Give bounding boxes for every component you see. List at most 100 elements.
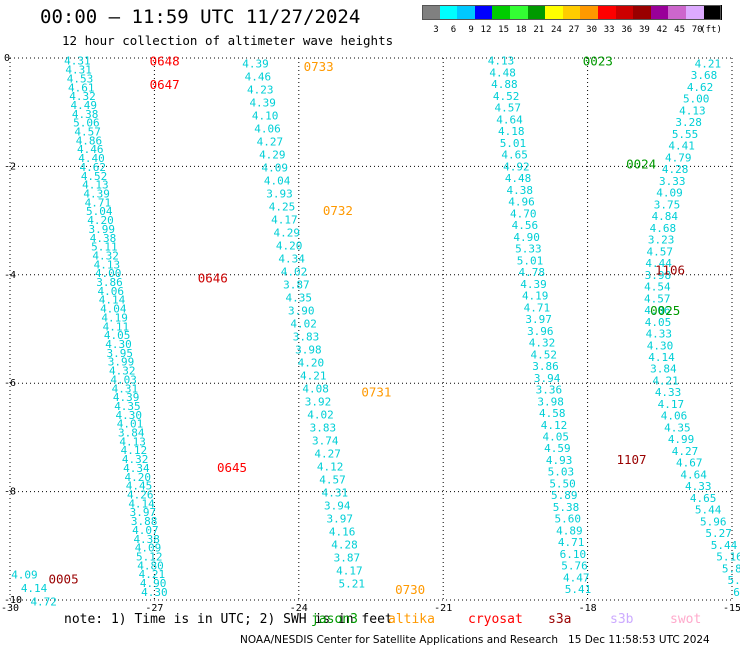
wave-height-value: 3.86 bbox=[96, 276, 123, 289]
lon-tick-label: -15 bbox=[723, 603, 740, 614]
wave-height-value: 4.20 bbox=[298, 357, 325, 370]
wave-height-value: 3.75 bbox=[654, 198, 681, 211]
colorbar-swatch bbox=[474, 5, 493, 20]
wave-height-value: 4.09 bbox=[261, 161, 288, 174]
colorbar-swatch bbox=[545, 5, 564, 20]
wave-height-value: 4.08 bbox=[302, 383, 329, 396]
wave-height-value: 4.20 bbox=[124, 471, 151, 484]
wave-height-value: 4.10 bbox=[252, 109, 279, 122]
wave-height-value: 4.38 bbox=[90, 232, 117, 245]
pass-label: 0024 bbox=[626, 157, 656, 172]
wave-height-value: 4.01 bbox=[117, 418, 144, 431]
wave-height-value: 4.34 bbox=[278, 253, 305, 266]
lat-tick-label: -2 bbox=[4, 161, 16, 172]
colorbar-label: 33 bbox=[603, 25, 615, 35]
colorbar-label: 15 bbox=[498, 25, 509, 35]
wave-height-value: 4.62 bbox=[687, 81, 714, 94]
wave-height-value: 4.14 bbox=[99, 294, 126, 307]
wave-height-value: 5.11 bbox=[91, 241, 118, 254]
wave-height-value: 4.31 bbox=[112, 382, 139, 395]
wave-height-value: 4.46 bbox=[77, 143, 104, 156]
colorbar-swatch bbox=[527, 5, 546, 20]
wave-height-value: 4.93 bbox=[546, 454, 573, 467]
wave-height-value: 4.70 bbox=[510, 207, 537, 220]
wave-height-value: 4.52 bbox=[493, 90, 520, 103]
pass-label: 0648 bbox=[150, 54, 180, 69]
wave-height-value: 5.03 bbox=[548, 466, 575, 479]
wave-height-value: 4.78 bbox=[519, 266, 546, 279]
track3: 4.134.484.884.524.574.644.185.014.654.92… bbox=[488, 55, 592, 596]
wave-height-value: 4.57 bbox=[495, 102, 522, 115]
wave-height-value: 4.06 bbox=[254, 122, 281, 135]
wave-height-value: 4.31 bbox=[322, 487, 349, 500]
wave-height-value: 4.31 bbox=[65, 64, 92, 77]
track5: 4.094.144.72 bbox=[11, 568, 57, 608]
wave-height-value: 4.29 bbox=[259, 148, 286, 161]
wave-height-value: 6.10 bbox=[560, 548, 587, 561]
colorbar-label: 30 bbox=[586, 25, 597, 35]
lat-tick-label: 0 bbox=[4, 53, 10, 64]
colorbar-swatch bbox=[650, 5, 669, 20]
wave-height-value: 4.48 bbox=[505, 172, 532, 185]
colorbar-label: 70 bbox=[691, 25, 703, 35]
colorbar-label: 36 bbox=[621, 25, 633, 35]
wave-height-value: 4.65 bbox=[690, 492, 717, 505]
wave-height-value: 4.44 bbox=[645, 257, 672, 270]
wave-height-value: 4.35 bbox=[664, 421, 691, 434]
pass-label: 1106 bbox=[655, 262, 685, 277]
colorbar-swatch bbox=[422, 5, 441, 20]
track2: 4.394.464.234.394.104.064.274.294.094.04… bbox=[242, 57, 365, 590]
wave-height-value: 4.05 bbox=[645, 316, 672, 329]
wave-height-value: 4.04 bbox=[100, 303, 127, 316]
wave-height-value: 4.34 bbox=[123, 462, 150, 475]
wave-height-value: 4.19 bbox=[522, 290, 549, 303]
lat-tick-label: -6 bbox=[4, 378, 16, 389]
wave-height-value: 3.99 bbox=[108, 356, 135, 369]
wave-height-value: 4.27 bbox=[257, 135, 284, 148]
colorbar-swatch bbox=[668, 5, 687, 20]
lon-tick-label: -24 bbox=[290, 603, 308, 614]
wave-height-value: 4.52 bbox=[530, 348, 557, 361]
wave-height-value: 4.28 bbox=[331, 539, 358, 552]
wave-height-value: 5.44 bbox=[711, 539, 738, 552]
lon-tick-label: -30 bbox=[1, 603, 19, 614]
wave-height-value: 3.97 bbox=[130, 506, 157, 519]
wave-height-value: 4.06 bbox=[98, 285, 125, 298]
wave-height-value: 4.29 bbox=[274, 227, 301, 240]
wave-height-value: 5.16 bbox=[716, 551, 740, 564]
wave-height-value: 4.46 bbox=[245, 70, 272, 83]
wave-height-value: 4.45 bbox=[126, 480, 153, 493]
wave-height-value: 3.83 bbox=[293, 331, 320, 344]
axis-ticks: -30 -27 -24 -21 -18 -15 0 -2 -4 -6 -8 -10 bbox=[1, 53, 740, 614]
lat-tick-label: -10 bbox=[4, 595, 22, 606]
wave-height-value: 4.84 bbox=[652, 210, 679, 223]
satellite-altika: altika bbox=[388, 612, 435, 627]
pass-label: 0647 bbox=[150, 77, 180, 92]
lon-tick-label: -27 bbox=[145, 603, 163, 614]
satellite-s3a: s3a bbox=[548, 612, 572, 627]
wave-height-value: 5.38 bbox=[553, 501, 580, 514]
lat-tick-label: -4 bbox=[4, 270, 16, 281]
wave-height-value: 4.07 bbox=[132, 524, 159, 537]
wave-height-value: 4.32 bbox=[109, 365, 136, 378]
pass-label: 0733 bbox=[304, 59, 334, 74]
wave-height-value: 3.93 bbox=[266, 188, 293, 201]
wave-height-value: 4.57 bbox=[74, 126, 101, 139]
wave-height-value: 4.58 bbox=[539, 407, 566, 420]
wave-height-value: 4.14 bbox=[128, 497, 155, 510]
wave-height-value: 4.33 bbox=[655, 386, 682, 399]
wave-height-value: 4.18 bbox=[498, 125, 525, 138]
wave-height-value: 4.13 bbox=[82, 179, 109, 192]
wave-height-value: 4.28 bbox=[662, 163, 689, 176]
pass-label: 0646 bbox=[198, 271, 228, 286]
wave-height-value: 3.88 bbox=[131, 515, 158, 528]
pass-label: 0731 bbox=[361, 384, 391, 399]
wave-height-value: 4.39 bbox=[242, 57, 269, 70]
colorbar-label: 6 bbox=[450, 25, 457, 35]
pass-label: 0730 bbox=[395, 582, 425, 597]
wave-height-value: 3.84 bbox=[650, 363, 677, 376]
lon-tick-label: -21 bbox=[434, 603, 452, 614]
wave-height-value: 4.65 bbox=[501, 149, 528, 162]
wave-height-value: 3.28 bbox=[675, 116, 702, 129]
